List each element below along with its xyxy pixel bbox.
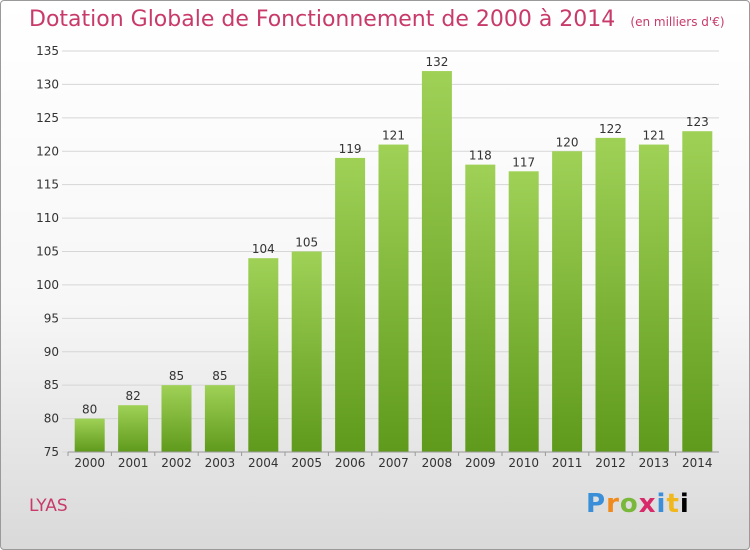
x-tick-label: 2008 [422,456,453,470]
chart-subtitle: (en milliers d'€) [630,15,725,29]
bar-2007 [378,144,409,453]
y-tick-label: 90 [44,345,59,359]
data-label-2007: 121 [382,129,405,143]
x-tick-label: 2005 [291,456,322,470]
chart-title-block: Dotation Globale de Fonctionnement de 20… [29,7,725,32]
y-tick-label: 110 [36,211,59,225]
data-label-2003: 85 [212,369,227,383]
y-tick-label: 135 [36,44,59,58]
y-tick-label: 115 [36,178,59,192]
bar-2012 [595,137,626,452]
bar-2000 [74,418,105,452]
bar-2010 [508,171,539,453]
x-tick-label: 2012 [595,456,626,470]
data-label-2005: 105 [295,236,318,250]
data-label-2001: 82 [125,389,140,403]
bars [74,71,713,453]
x-tick-label: 2010 [508,456,539,470]
x-tick-label: 2000 [74,456,105,470]
x-tick-label: 2007 [378,456,409,470]
chart-title: Dotation Globale de Fonctionnement de 20… [29,7,616,32]
data-label-2009: 118 [469,149,492,163]
bar-2001 [118,405,149,452]
y-tick-label: 80 [44,412,59,426]
bar-2013 [638,144,669,453]
y-tick-label: 105 [36,245,59,259]
data-label-2010: 117 [512,155,535,169]
y-tick-label: 100 [36,278,59,292]
y-tick-label: 120 [36,144,59,158]
x-tick-label: 2002 [161,456,192,470]
bar-2003 [204,385,235,452]
y-tick-label: 125 [36,111,59,125]
data-label-2006: 119 [339,142,362,156]
bar-2005 [291,251,322,452]
x-tick-label: 2011 [552,456,583,470]
data-label-2012: 122 [599,122,622,136]
bar-2009 [465,164,496,452]
x-tick-label: 2013 [639,456,670,470]
bar-2006 [335,157,366,452]
bar-2002 [161,385,192,452]
x-axis-ticks: 2000 2001 2002 2003 2004 2005 2006 2007 2008 2009… [67,452,713,470]
y-axis-ticks: 75 80 85 90 95 100 105 110 115 120 125 130 135 [36,44,59,459]
x-tick-label: 2003 [205,456,236,470]
y-tick-label: 95 [44,311,59,325]
bar-2011 [552,151,583,452]
x-tick-label: 2006 [335,456,366,470]
bar-2014 [682,131,713,452]
data-label-2014: 123 [686,115,709,129]
y-tick-label: 130 [36,77,59,91]
y-tick-label: 85 [44,378,59,392]
bar-2004 [248,258,279,452]
data-label-2011: 120 [556,135,579,149]
x-tick-label: 2009 [465,456,496,470]
bar-2008 [421,71,452,453]
data-label-2002: 85 [169,369,184,383]
data-labels: 80 82 85 85 104 105 119 121 132 118 117 120 122 121 12… [82,55,709,417]
data-label-2000: 80 [82,403,97,417]
data-label-2008: 132 [425,55,448,69]
data-label-2004: 104 [252,242,275,256]
data-label-2013: 121 [642,129,665,143]
proxiti-logo: Proxiti [586,489,690,519]
commune-name: LYAS [29,496,68,516]
y-tick-label: 75 [44,445,59,459]
x-tick-label: 2004 [248,456,279,470]
x-tick-label: 2014 [682,456,713,470]
x-tick-label: 2001 [118,456,149,470]
